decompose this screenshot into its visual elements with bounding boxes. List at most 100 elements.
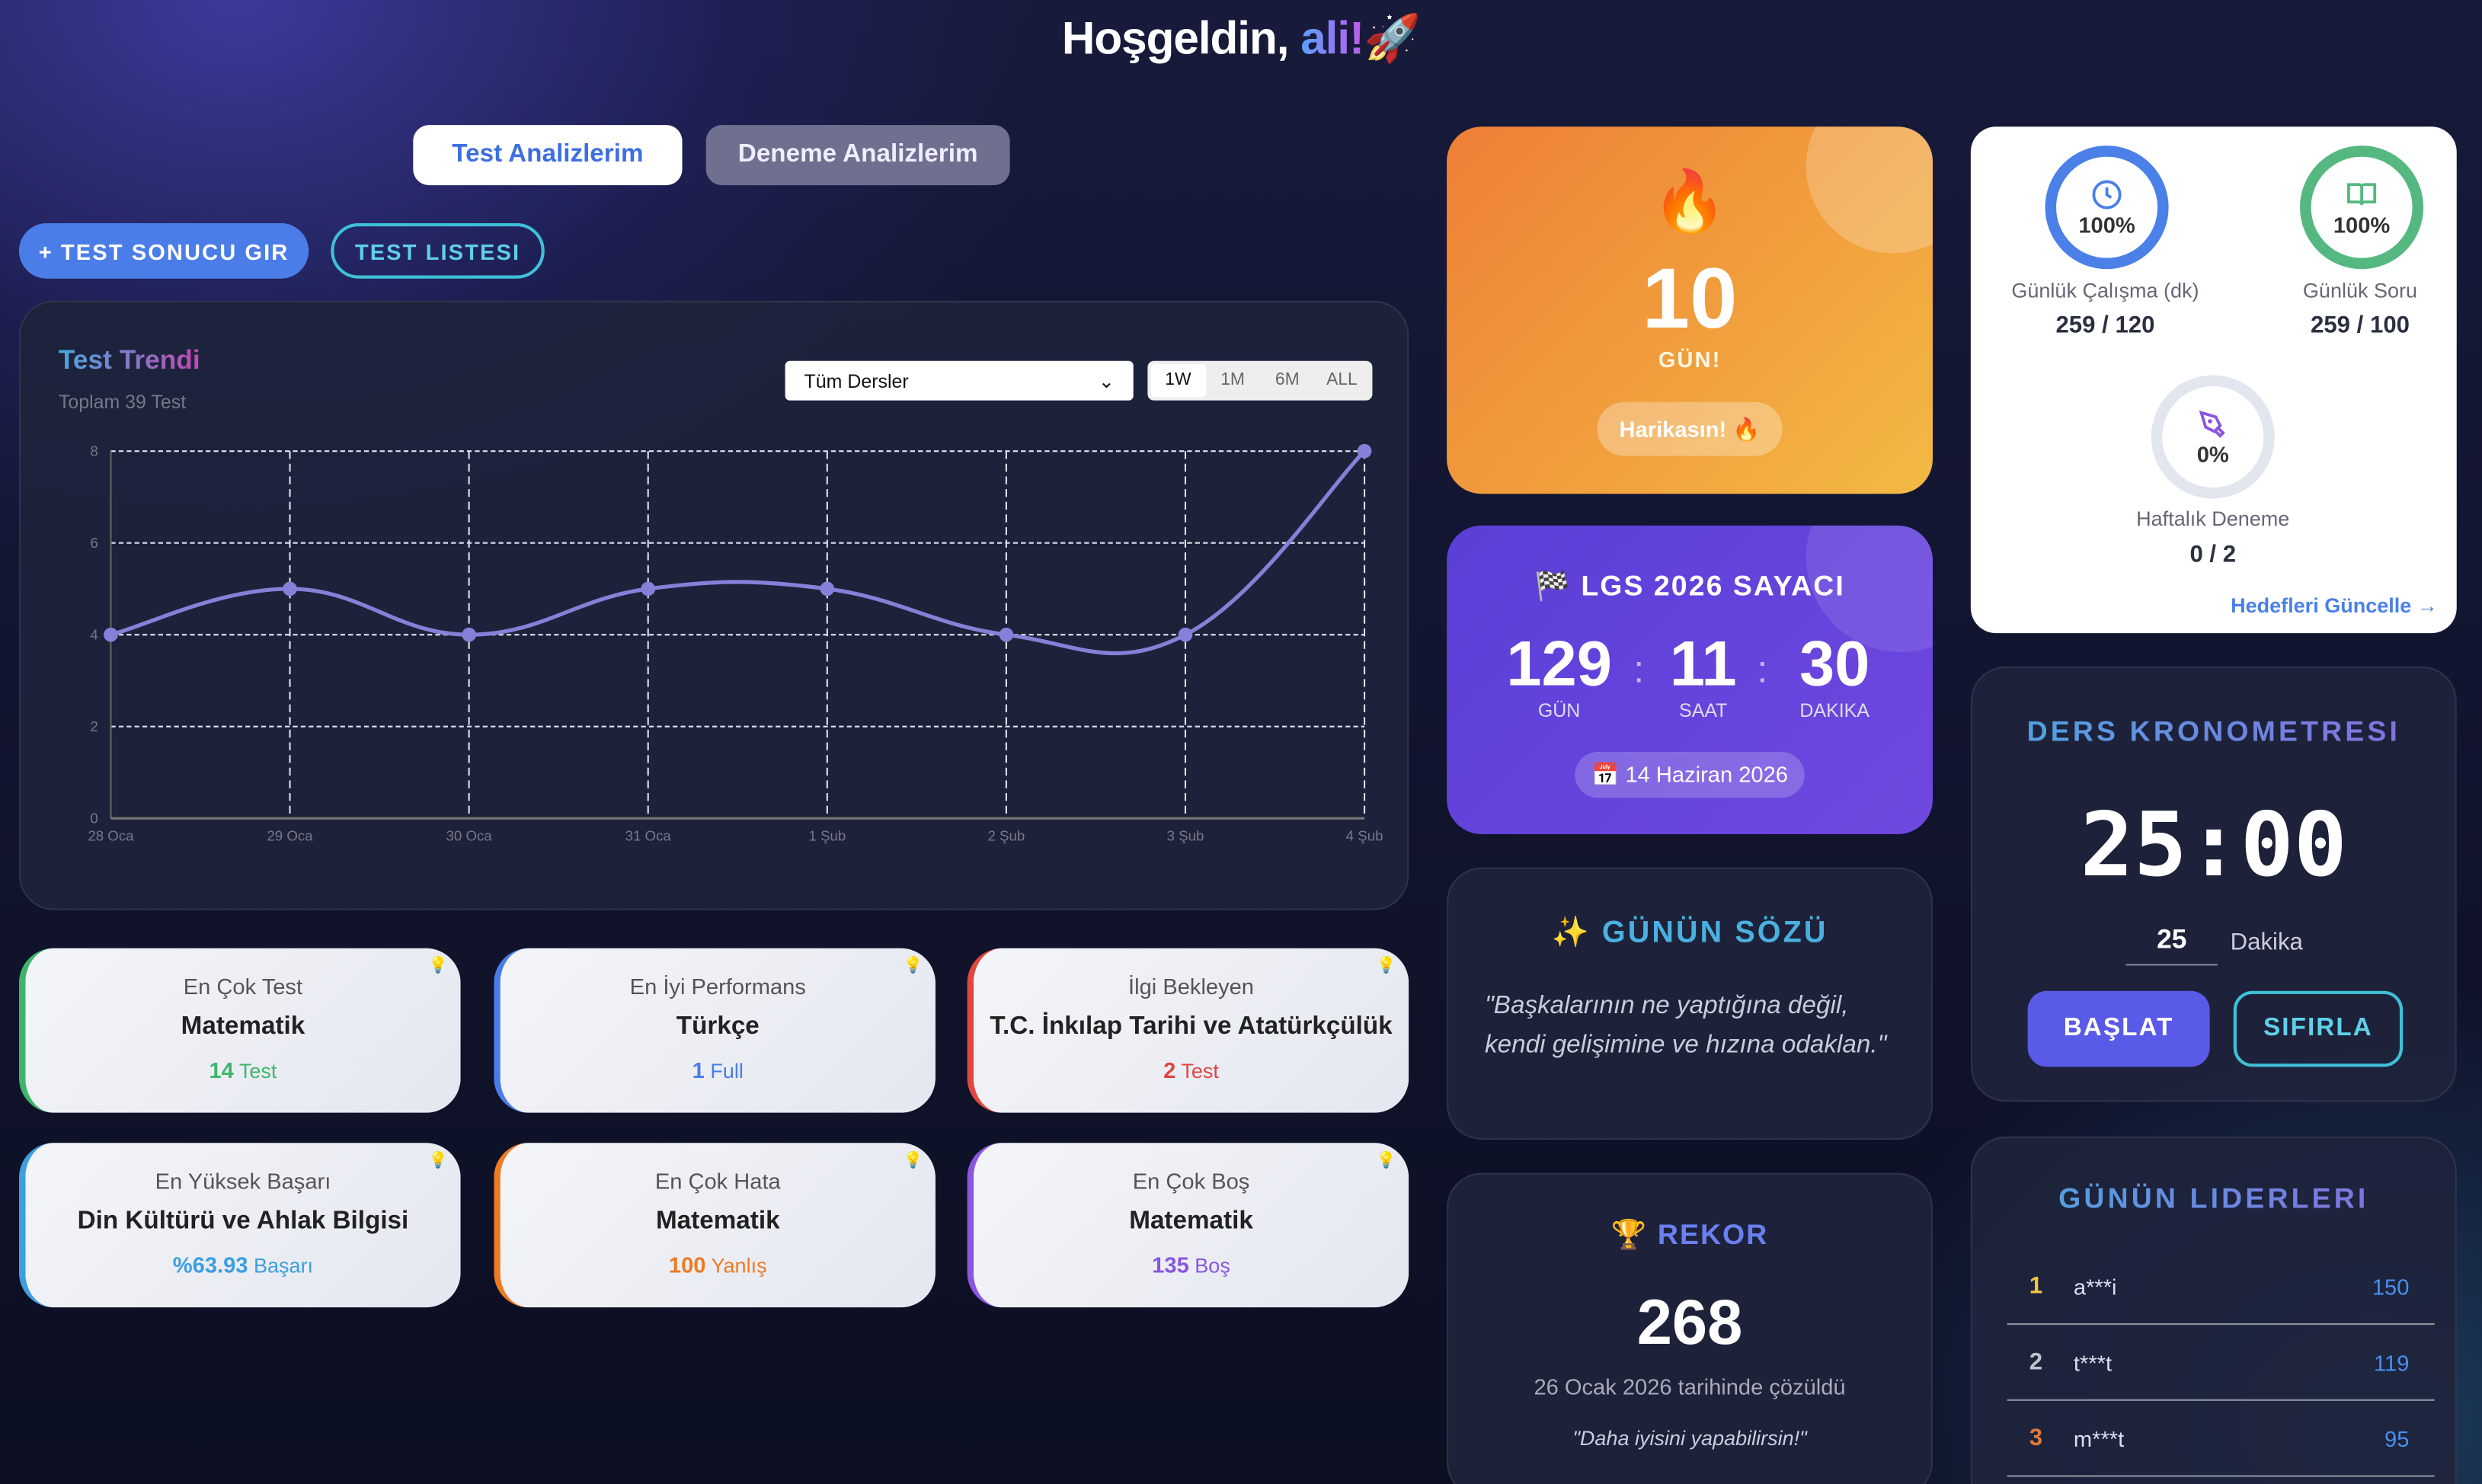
update-goals-link[interactable]: Hedefleri Güncelle → bbox=[2231, 593, 2438, 618]
y-tick-label: 0 bbox=[90, 810, 98, 826]
range-all[interactable]: ALL bbox=[1326, 370, 1358, 390]
stat-card: 💡 En Çok Boş Matematik 135 Boş bbox=[967, 1143, 1409, 1308]
stat-number: 135 bbox=[1152, 1252, 1189, 1278]
stat-unit: Full bbox=[710, 1059, 744, 1083]
exam-date: 📅 14 Haziran 2026 bbox=[1575, 751, 1805, 798]
x-tick-label: 31 Oca bbox=[625, 827, 672, 843]
stat-label: En Yüksek Başarı bbox=[155, 1168, 331, 1194]
y-tick-label: 2 bbox=[90, 718, 98, 734]
range-1m[interactable]: 1M bbox=[1220, 370, 1245, 390]
stat-value: Matematik bbox=[1129, 1207, 1253, 1235]
lightbulb-icon: 💡 bbox=[428, 958, 449, 975]
lightbulb-icon: 💡 bbox=[428, 1152, 449, 1170]
stat-card: 💡 En Çok Hata Matematik 100 Yanlış bbox=[494, 1143, 936, 1308]
start-button[interactable]: BAŞLAT bbox=[2027, 990, 2210, 1067]
page-title: Hoşgeldin, ali!🚀 bbox=[0, 13, 2482, 67]
y-tick-label: 8 bbox=[90, 443, 98, 459]
pen-icon bbox=[2199, 410, 2225, 438]
x-tick-label: 3 Şub bbox=[1167, 827, 1204, 843]
reset-button[interactable]: SIFIRLA bbox=[2233, 990, 2404, 1067]
book-icon bbox=[2347, 183, 2377, 206]
stat-number: 2 bbox=[1163, 1057, 1176, 1083]
minutes-input[interactable]: 25 bbox=[2125, 924, 2218, 966]
quote-text: "Başkalarının ne yaptığına değil, kendi … bbox=[1484, 992, 1887, 1060]
leader-score: 95 bbox=[2384, 1425, 2410, 1451]
data-point bbox=[283, 581, 297, 596]
stat-unit: Başarı bbox=[253, 1253, 314, 1278]
leader-rank: 3 bbox=[2029, 1425, 2043, 1452]
trend-subtitle: Toplam 39 Test bbox=[58, 391, 187, 414]
stat-value: Matematik bbox=[655, 1207, 780, 1235]
countdown-days: 129 bbox=[1506, 629, 1612, 700]
greeting: Hoşgeldin, bbox=[1061, 14, 1290, 66]
record-motto: "Daha iyisini yapabilirsin!" bbox=[1572, 1426, 1807, 1450]
goal-percent: 100% bbox=[2078, 212, 2135, 238]
streak-label: GÜN! bbox=[1658, 347, 1722, 373]
stat-label: İlgi Bekleyen bbox=[1128, 973, 1255, 999]
goal-value: 259 / 120 bbox=[2055, 312, 2155, 339]
minutes-label: Dakika bbox=[2230, 929, 2303, 956]
stat-label: En Çok Test bbox=[183, 973, 303, 999]
tab-deneme-analizlerim[interactable]: Deneme Analizlerim bbox=[705, 125, 1010, 186]
data-point bbox=[999, 627, 1014, 642]
record-date: 26 Ocak 2026 tarihinde çözüldü bbox=[1534, 1374, 1846, 1399]
leader-rank: 1 bbox=[2029, 1272, 2043, 1300]
goal-percent: 0% bbox=[2196, 441, 2229, 467]
leader-name: m***t bbox=[2073, 1425, 2125, 1451]
timer-display: 25:00 bbox=[2080, 795, 2347, 898]
leader-name: a***i bbox=[2073, 1273, 2117, 1299]
x-tick-label: 30 Oca bbox=[446, 827, 492, 843]
goal-ring-exams: 0% bbox=[2151, 375, 2275, 499]
stat-card: 💡 İlgi Bekleyen T.C. İnkılap Tarihi ve Ata… bbox=[967, 948, 1409, 1113]
record-card: 🏆 REKOR 268 26 Ocak 2026 tarihinde çözül… bbox=[1447, 1172, 1933, 1484]
goal-label: Günlük Çalışma (dk) bbox=[2011, 278, 2199, 302]
stat-number: 14 bbox=[209, 1057, 234, 1083]
goal-value: 259 / 100 bbox=[2311, 312, 2410, 339]
x-tick-label: 29 Oca bbox=[267, 827, 313, 843]
separator: : bbox=[1757, 648, 1768, 692]
countdown-title: 🏁 LGS 2026 SAYACI bbox=[1534, 570, 1845, 602]
data-point bbox=[1178, 627, 1193, 642]
leader-score: 150 bbox=[2372, 1273, 2410, 1299]
x-tick-label: 1 Şub bbox=[808, 827, 846, 843]
fire-icon: 🔥 bbox=[1652, 169, 1728, 236]
separator: : bbox=[1633, 648, 1645, 692]
countdown-minutes: 30 bbox=[1799, 629, 1870, 700]
y-tick-label: 6 bbox=[90, 535, 98, 551]
countdown-card: 🏁 LGS 2026 SAYACI 129 GÜN : 11 SAAT : 30… bbox=[1447, 525, 1933, 835]
leader-row: 2 t***t 119 bbox=[2007, 1325, 2435, 1401]
stat-value: T.C. İnkılap Tarihi ve Atatürkçülük bbox=[990, 1012, 1393, 1041]
lightbulb-icon: 💡 bbox=[903, 958, 923, 975]
chevron-down-icon: ⌄ bbox=[1098, 369, 1115, 392]
test-list-button[interactable]: TEST LISTESI bbox=[331, 222, 545, 279]
lightbulb-icon: 💡 bbox=[1376, 958, 1396, 975]
data-point bbox=[641, 581, 656, 596]
lightbulb-icon: 💡 bbox=[903, 1152, 923, 1170]
quote-title: ✨ GÜNÜN SÖZÜ bbox=[1551, 916, 1828, 950]
user-name: ali! bbox=[1300, 14, 1364, 66]
range-1w[interactable]: 1W bbox=[1150, 363, 1206, 398]
select-value: Tüm Dersler bbox=[804, 369, 909, 392]
data-point bbox=[1357, 443, 1372, 459]
add-test-result-button[interactable]: + TEST SONUCU GIR bbox=[18, 222, 309, 279]
goal-ring-study: 100% bbox=[2045, 146, 2169, 270]
leaders-title: GÜNÜN LIDERLERI bbox=[1972, 1182, 2455, 1216]
goal-value: 0 / 2 bbox=[2189, 541, 2237, 568]
tab-test-analizlerim[interactable]: Test Analizlerim bbox=[413, 125, 683, 186]
x-tick-label: 28 Oca bbox=[88, 827, 134, 843]
streak-card: 🔥 10 GÜN! Harikasın! 🔥 bbox=[1447, 126, 1933, 494]
trend-card bbox=[18, 300, 1409, 910]
trend-title: Test Trendi bbox=[59, 345, 200, 377]
days-label: GÜN bbox=[1537, 699, 1581, 722]
leader-row: 3 m***t 95 bbox=[2007, 1401, 2435, 1477]
quote-card: ✨ GÜNÜN SÖZÜ "Başkalarının ne yaptığına … bbox=[1447, 867, 1933, 1140]
stat-label: En Çok Hata bbox=[654, 1168, 781, 1194]
countdown-hours: 11 bbox=[1669, 629, 1737, 700]
stat-number: %63.93 bbox=[172, 1252, 248, 1278]
range-6m[interactable]: 6M bbox=[1275, 370, 1300, 390]
stat-value: Din Kültürü ve Ahlak Bilgisi bbox=[77, 1207, 409, 1235]
stat-card: 💡 En Yüksek Başarı Din Kültürü ve Ahlak Bi… bbox=[18, 1143, 461, 1308]
minutes-label: DAKIKA bbox=[1799, 699, 1869, 722]
subject-select[interactable]: Tüm Dersler ⌄ bbox=[785, 360, 1134, 401]
leader-name: t***t bbox=[2073, 1349, 2113, 1375]
